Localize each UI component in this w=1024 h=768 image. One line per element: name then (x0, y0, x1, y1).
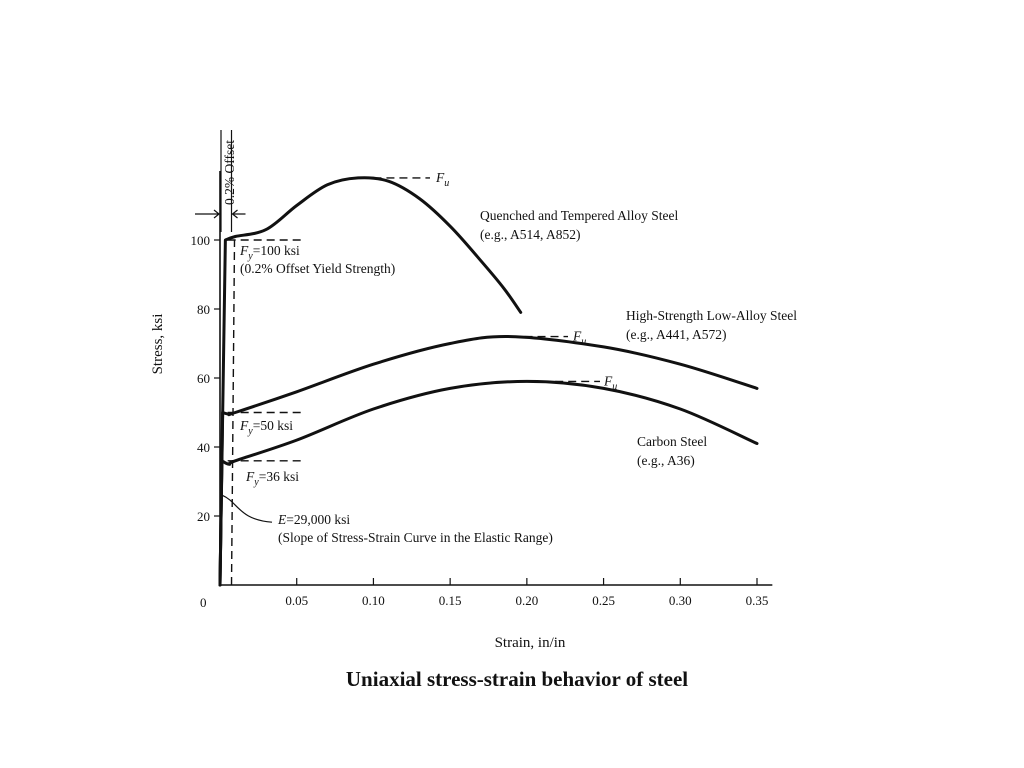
x-tick-label: 0.10 (362, 593, 385, 608)
fu-label-carbon: Fu (603, 373, 617, 392)
y-tick-label: 20 (197, 509, 210, 524)
origin-label: 0 (200, 595, 207, 610)
series-example-carbon: (e.g., A36) (637, 453, 695, 468)
x-tick-label: 0.30 (669, 593, 692, 608)
e-label: E=29,000 ksi (277, 512, 350, 527)
figure-caption: Uniaxial stress-strain behavior of steel (346, 667, 688, 691)
series-label-quenched: Quenched and Tempered Alloy Steel (480, 208, 678, 223)
fy-50-label: Fy=50 ksi (239, 418, 293, 437)
series-label-hsla: High-Strength Low-Alloy Steel (626, 308, 797, 323)
series-example-quenched: (e.g., A514, A852) (480, 227, 581, 242)
curve-hsla (218, 335, 759, 587)
offset-arrow-left (195, 209, 220, 219)
x-tick-label: 0.35 (746, 593, 769, 608)
curves (218, 176, 759, 587)
fy-36-label: Fy=36 ksi (245, 469, 299, 488)
x-tick-label: 0.05 (285, 593, 308, 608)
offset-arrow-right (231, 209, 246, 219)
fu-label-hsla: Fu (572, 329, 586, 348)
y-tick-label: 40 (197, 440, 210, 455)
offset-label: 0.2% Offset (222, 140, 237, 205)
x-tick-label: 0.25 (592, 593, 615, 608)
y-ticks: 20 40 60 80 100 (191, 233, 220, 524)
series-example-hsla: (e.g., A441, A572) (626, 327, 727, 342)
fy-100-note: (0.2% Offset Yield Strength) (240, 261, 395, 276)
y-tick-label: 60 (197, 371, 210, 386)
x-ticks: 0.05 0.10 0.15 0.20 0.25 0.30 0.35 (285, 578, 768, 608)
x-tick-label: 0.15 (439, 593, 462, 608)
y-tick-label: 100 (191, 233, 211, 248)
offset-marker: 0.2% Offset (195, 130, 246, 232)
fy-100-label: Fy=100 ksi (239, 243, 300, 262)
y-tick-label: 80 (197, 302, 210, 317)
fu-label-quenched: Fu (435, 170, 449, 189)
dashed-guides (227, 177, 600, 586)
e-leader-line (222, 494, 273, 523)
offset-bars (220, 130, 233, 232)
y-axis-title: Stress, ksi (150, 314, 166, 375)
x-axis-title: Strain, in/in (495, 635, 566, 651)
e-note: (Slope of Stress-Strain Curve in the Ela… (278, 530, 553, 545)
curve-carbon (218, 379, 759, 587)
x-tick-label: 0.20 (515, 593, 538, 608)
series-label-carbon: Carbon Steel (637, 434, 707, 449)
curve-quenched (218, 176, 523, 587)
